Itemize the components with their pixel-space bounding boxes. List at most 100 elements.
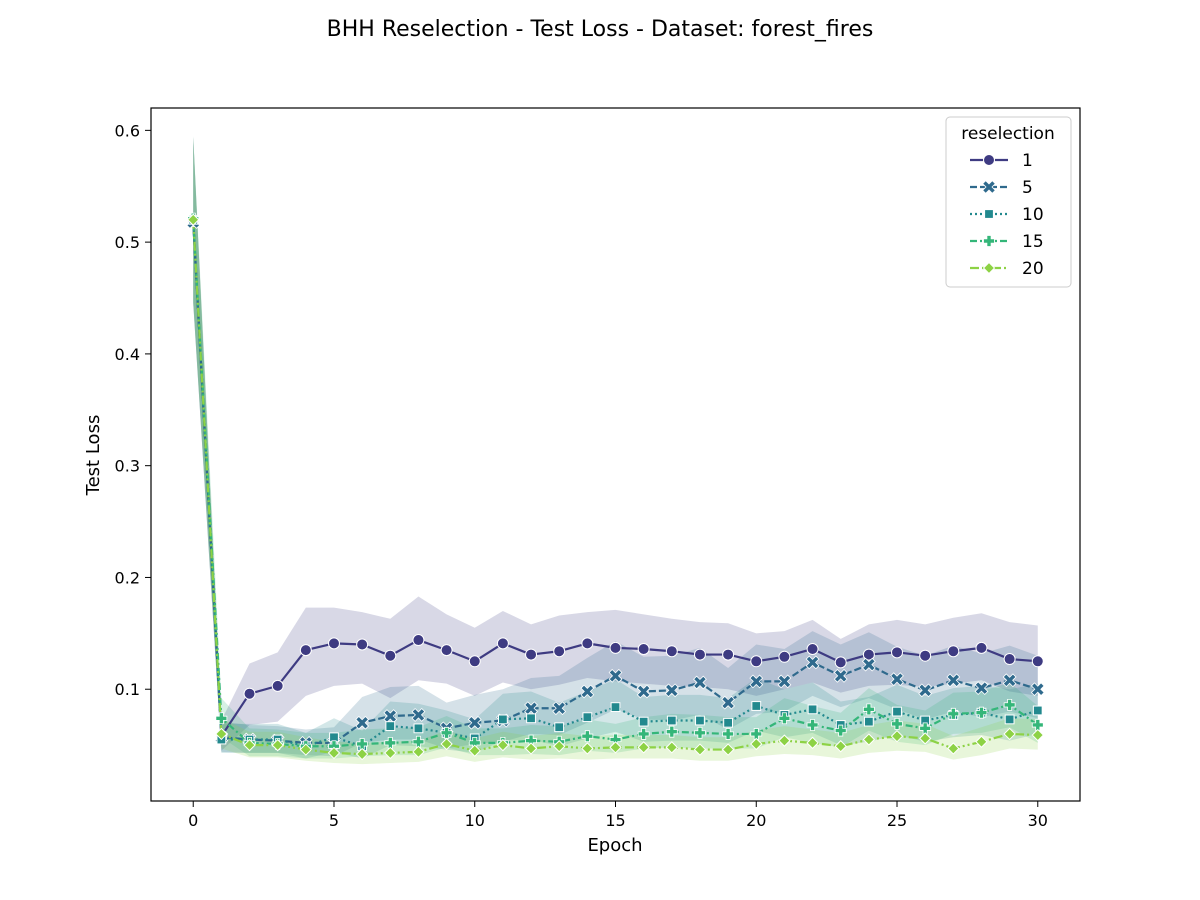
data-point-15 — [722, 728, 735, 740]
data-point-20 — [947, 742, 960, 755]
y-axis: 0.1 0.2 0.3 0.4 0.5 0.6 — [115, 121, 151, 699]
data-point-15 — [975, 706, 988, 719]
x-axis-label: Epoch — [587, 835, 642, 856]
legend-marker-20 — [982, 261, 996, 275]
data-point-20 — [834, 740, 847, 753]
data-point-1 — [722, 648, 735, 661]
y-tick-label: 0.4 — [115, 345, 140, 364]
data-point-1 — [327, 637, 340, 650]
data-point-10 — [863, 716, 874, 727]
data-point-1 — [1003, 653, 1016, 666]
legend-label-20: 20 — [1022, 259, 1044, 279]
chart-title: BHH Reselection - Test Loss - Dataset: f… — [327, 17, 874, 42]
data-point-1 — [412, 634, 425, 647]
confidence-band-5 — [193, 137, 1038, 757]
data-point-10 — [554, 722, 565, 733]
data-point-5 — [777, 674, 792, 689]
data-point-20 — [384, 746, 397, 760]
data-point-20 — [693, 743, 707, 756]
data-point-1 — [891, 646, 904, 659]
data-point-20 — [975, 735, 988, 748]
data-point-5 — [1002, 673, 1017, 688]
data-point-20 — [299, 743, 313, 756]
y-tick-label: 0.1 — [115, 680, 140, 699]
data-point-1 — [271, 679, 284, 692]
data-point-1 — [384, 649, 397, 662]
data-point-10 — [497, 714, 508, 725]
data-point-5 — [805, 655, 820, 670]
data-point-20 — [918, 732, 932, 745]
data-point-1 — [806, 642, 819, 655]
data-point-5 — [833, 668, 848, 683]
data-point-20 — [890, 729, 904, 743]
data-point-15 — [891, 717, 903, 730]
data-point-20 — [778, 734, 791, 747]
data-point-15 — [356, 738, 369, 750]
data-point-1 — [1031, 655, 1044, 668]
data-point-1 — [834, 656, 847, 669]
data-point-5 — [974, 681, 989, 695]
data-point-20 — [862, 733, 876, 746]
data-point-10 — [723, 717, 734, 728]
legend-marker-15 — [983, 235, 995, 247]
data-point-5 — [552, 701, 567, 716]
data-point-20 — [271, 738, 284, 752]
x-tick-label: 10 — [465, 811, 485, 830]
data-point-20 — [581, 742, 594, 755]
legend-label-5: 5 — [1022, 178, 1033, 198]
legend-label-15: 15 — [1022, 232, 1044, 252]
data-point-10 — [526, 713, 536, 724]
data-point-10 — [892, 706, 902, 717]
data-point-15 — [665, 725, 678, 738]
data-point-20 — [609, 741, 622, 754]
data-point-5 — [693, 675, 707, 690]
data-point-15 — [637, 728, 650, 740]
data-point-1 — [975, 641, 988, 654]
y-tick-label: 0.2 — [115, 568, 140, 587]
data-point-1 — [243, 687, 256, 700]
data-point-20 — [468, 744, 481, 757]
x-tick-label: 0 — [188, 811, 198, 830]
x-tick-label: 5 — [329, 811, 339, 830]
data-point-20 — [806, 736, 819, 750]
data-point-5 — [411, 708, 426, 722]
data-point-20 — [496, 738, 510, 752]
data-point-15 — [412, 735, 425, 748]
data-point-1 — [356, 638, 369, 651]
data-point-20 — [412, 745, 425, 759]
legend-label-10: 10 — [1022, 205, 1044, 225]
data-point-5 — [721, 695, 735, 710]
data-point-1 — [919, 649, 932, 662]
data-point-1 — [468, 655, 481, 668]
data-point-5 — [467, 715, 482, 730]
data-point-20 — [243, 738, 256, 752]
data-point-20 — [665, 741, 679, 754]
data-point-20 — [1031, 728, 1044, 742]
data-point-15 — [778, 712, 791, 725]
data-point-10 — [751, 701, 762, 711]
data-point-15 — [215, 712, 228, 725]
data-point-15 — [440, 726, 453, 739]
data-point-5 — [608, 668, 623, 683]
data-point-1 — [665, 645, 678, 658]
data-point-20 — [327, 746, 341, 760]
data-point-20 — [440, 737, 453, 751]
data-point-5 — [890, 672, 904, 687]
data-point-10 — [610, 702, 621, 713]
data-point-5 — [861, 657, 876, 672]
data-point-1 — [440, 644, 453, 657]
data-point-5 — [636, 684, 651, 699]
data-point-5 — [918, 683, 933, 698]
x-tick-label: 20 — [746, 811, 766, 830]
data-point-1 — [609, 641, 622, 654]
data-point-1 — [496, 637, 509, 650]
data-point-20 — [1003, 727, 1016, 741]
data-point-15 — [750, 728, 763, 740]
x-axis: 0 5 10 15 20 25 30 — [188, 801, 1048, 830]
y-axis-label: Test Loss — [83, 415, 104, 497]
x-tick-label: 25 — [887, 811, 907, 830]
data-point-1 — [947, 645, 960, 658]
x-tick-label: 30 — [1028, 811, 1048, 830]
